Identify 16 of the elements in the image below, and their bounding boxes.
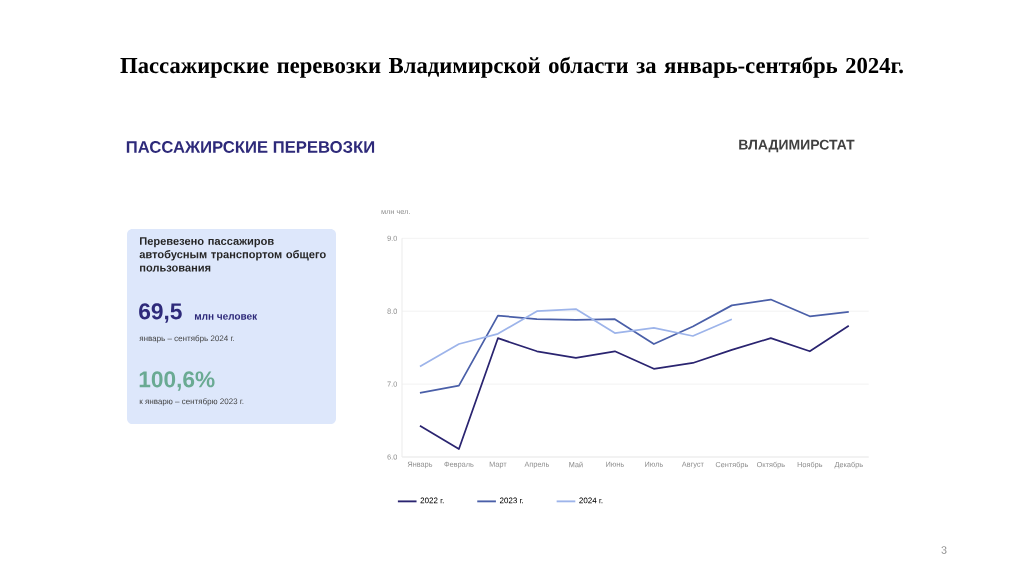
line-series <box>419 298 850 394</box>
chart-title: Пассажирские перевозки Владимирской области за январь-сентябрь 2024г. <box>120 56 903 78</box>
text: к январю – сентябрю 2023 г. <box>139 398 244 406</box>
text: млн человек <box>194 314 258 320</box>
line-series <box>419 308 733 368</box>
text: ВЛАДИМИРСТАТ <box>739 139 855 153</box>
text: Перевезено пассажиров автобусным транспортом общего пользования <box>139 237 326 272</box>
text: 3 <box>941 546 947 554</box>
legend-label: 2024 г. <box>579 497 603 504</box>
legend-label: 2022 г. <box>420 497 444 504</box>
legend-label: 2023 г. <box>499 497 523 504</box>
text: 69,5 <box>139 303 182 323</box>
text: 100,6% <box>139 371 215 391</box>
line-series <box>419 324 850 450</box>
text: ПАССАЖИРСКИЕ ПЕРЕВОЗКИ <box>126 141 375 153</box>
text: январь – сентябрь 2024 г. <box>139 335 234 343</box>
